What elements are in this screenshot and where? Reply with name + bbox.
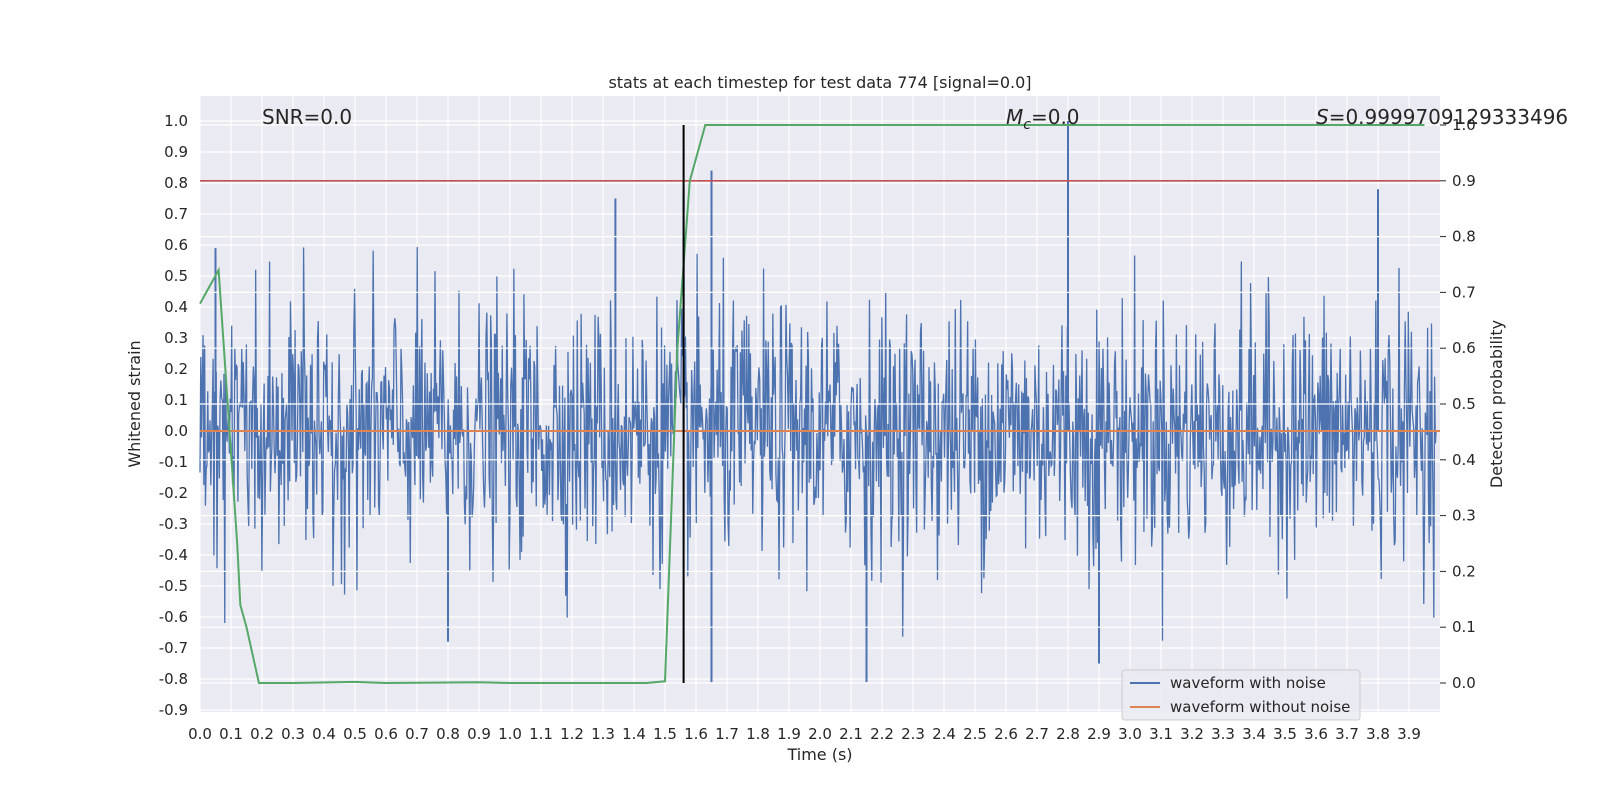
x-tick-label: 1.7 [715, 725, 739, 743]
y-axis-title: Whitened strain [125, 340, 144, 467]
legend-box [1121, 669, 1361, 721]
y-axis-ticks: -0.9 -0.8 -0.7 -0.6 -0.5 -0.4 -0.3 -0.2 -0.1 0.0 0… [159, 112, 188, 719]
y2-tick-label: 0.8 [1452, 228, 1476, 246]
x-tick-label: 0.7 [405, 725, 429, 743]
x-tick-label: 2.7 [1025, 725, 1049, 743]
x-tick-label: 3.2 [1180, 725, 1204, 743]
legend: waveform with noise waveform without noi… [1121, 669, 1361, 721]
y-tick-label: 0.9 [164, 143, 188, 161]
x-tick-label: 0.0 [188, 725, 212, 743]
y-tick-label: -0.9 [159, 701, 188, 719]
snr-annotation: SNR=0.0 [262, 105, 352, 129]
y2-tick-label: 0.2 [1452, 562, 1476, 580]
x-tick-label: 0.1 [219, 725, 243, 743]
y-tick-label: -0.8 [159, 670, 188, 688]
y2-tick-label: 0.0 [1452, 674, 1476, 692]
legend-label-clean: waveform without noise [1170, 698, 1350, 716]
chart-title: stats at each timestep for test data 774… [608, 73, 1031, 92]
mc-symbol: M [1006, 105, 1023, 129]
y2-tick-label: 0.3 [1452, 507, 1476, 525]
y-tick-label: 0.8 [164, 174, 188, 192]
y-tick-label: 0.3 [164, 329, 188, 347]
x-tick-label: 1.2 [560, 725, 584, 743]
x-tick-label: 3.4 [1242, 725, 1266, 743]
y2-tick-label: 0.9 [1452, 172, 1476, 190]
y-tick-label: -0.5 [159, 577, 188, 595]
y2-tick-label: 1.0 [1452, 116, 1476, 134]
y2-tick-label: 0.6 [1452, 339, 1476, 357]
mc-value: =0.0 [1031, 105, 1080, 129]
x-tick-label: 3.0 [1118, 725, 1142, 743]
x-tick-label: 1.4 [622, 725, 646, 743]
x-tick-label: 1.8 [746, 725, 770, 743]
x-tick-label: 3.3 [1211, 725, 1235, 743]
x-tick-label: 2.8 [1056, 725, 1080, 743]
y-tick-label: 0.1 [164, 391, 188, 409]
x-tick-label: 1.6 [684, 725, 708, 743]
x-tick-label: 1.9 [777, 725, 801, 743]
x-tick-label: 0.2 [250, 725, 274, 743]
y-tick-label: 0.7 [164, 205, 188, 223]
series-waveform-with-noise [199, 121, 1437, 683]
x-tick-label: 0.6 [374, 725, 398, 743]
x-tick-label: 3.6 [1304, 725, 1328, 743]
x-tick-label: 1.1 [529, 725, 553, 743]
x-tick-label: 1.3 [591, 725, 615, 743]
y2-axis-title: Detection probability [1487, 320, 1506, 488]
x-axis-title: Time (s) [786, 745, 852, 764]
x-tick-label: 0.3 [281, 725, 305, 743]
x-tick-label: 2.3 [901, 725, 925, 743]
mc-annotation: Mc=0.0 [1006, 105, 1080, 133]
y-tick-label: -0.1 [159, 453, 188, 471]
y-tick-label: 1.0 [164, 112, 188, 130]
y-tick-label: 0.0 [164, 422, 188, 440]
x-axis-ticks: 0.0 0.1 0.2 0.3 0.4 0.5 0.6 0.7 0.8 0.9 1.0 1.1 1.2 1… [188, 725, 1421, 743]
y-tick-label: -0.6 [159, 608, 188, 626]
x-tick-label: 0.5 [343, 725, 367, 743]
s-symbol: S [1316, 105, 1329, 129]
y2-axis-ticks: 0.0 0.1 0.2 0.3 0.4 0.5 0.6 0.7 0.8 0.9 1.0 [1440, 116, 1476, 692]
series-detection-probability [199, 124, 1425, 685]
s-value: =0.9999709129333496 [1329, 105, 1568, 129]
y-tick-label: -0.7 [159, 639, 188, 657]
y-tick-label: -0.2 [159, 484, 188, 502]
x-tick-label: 3.9 [1397, 725, 1421, 743]
x-tick-label: 1.5 [653, 725, 677, 743]
y2-tick-label: 0.7 [1452, 283, 1476, 301]
y-tick-label: -0.3 [159, 515, 188, 533]
x-tick-label: 2.4 [932, 725, 956, 743]
x-tick-label: 3.5 [1273, 725, 1297, 743]
x-tick-label: 2.0 [808, 725, 832, 743]
legend-label-noise: waveform with noise [1170, 674, 1326, 692]
y-tick-label: 0.6 [164, 236, 188, 254]
x-tick-label: 3.1 [1149, 725, 1173, 743]
x-tick-label: 2.1 [839, 725, 863, 743]
mc-subscript: c [1023, 117, 1031, 133]
x-tick-label: 0.9 [467, 725, 491, 743]
x-tick-label: 0.4 [312, 725, 336, 743]
y-tick-label: 0.2 [164, 360, 188, 378]
x-tick-label: 2.5 [963, 725, 987, 743]
noise-trace [199, 247, 1437, 641]
x-tick-label: 2.6 [994, 725, 1018, 743]
y2-tick-label: 0.4 [1452, 451, 1476, 469]
y-tick-label: 0.4 [164, 298, 188, 316]
y2-tick-label: 0.5 [1452, 395, 1476, 413]
s-annotation: S=0.9999709129333496 [1316, 105, 1568, 129]
y-tick-label: 0.5 [164, 267, 188, 285]
x-tick-label: 3.7 [1335, 725, 1359, 743]
y-tick-label: -0.4 [159, 546, 188, 564]
x-tick-label: 1.0 [498, 725, 522, 743]
x-tick-label: 0.8 [436, 725, 460, 743]
x-tick-label: 3.8 [1366, 725, 1390, 743]
x-tick-label: 2.2 [870, 725, 894, 743]
y2-tick-label: 0.1 [1452, 618, 1476, 636]
x-tick-label: 2.9 [1087, 725, 1111, 743]
